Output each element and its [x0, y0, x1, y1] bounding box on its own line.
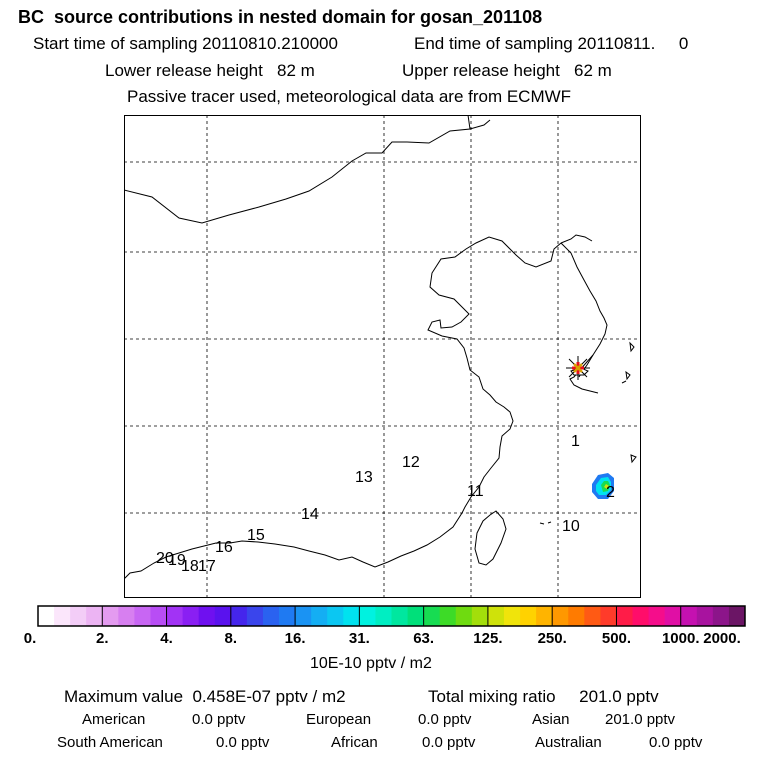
colorbar-units: 10E-10 pptv / m2: [310, 655, 432, 672]
colorbar-swatch: [118, 606, 135, 626]
colorbar-swatch: [680, 606, 698, 626]
colorbar-swatch: [311, 606, 328, 626]
colorbar-swatch: [343, 606, 360, 626]
colorbar: [37, 605, 746, 632]
colorbar-frame: [37, 605, 746, 627]
traj-label-20: 20: [156, 550, 174, 567]
colorbar-tick-label: 2000.: [703, 630, 741, 647]
start-time: Start time of sampling 20110810.210000: [33, 34, 338, 53]
colorbar-tick-label: 4.: [160, 630, 173, 647]
total-mixing-ratio: Total mixing ratio 201.0 pptv: [428, 687, 659, 706]
colorbar-swatch: [584, 606, 601, 626]
traj-label-18: 18: [181, 558, 199, 575]
colorbar-swatch: [391, 606, 408, 626]
traj-label-1: 1: [571, 433, 580, 450]
maximum-value: Maximum value 0.458E-07 pptv / m2: [64, 687, 346, 706]
colorbar-swatch: [327, 606, 344, 626]
colorbar-swatch: [712, 606, 730, 626]
region-south-american-label: South American: [57, 734, 163, 751]
colorbar-swatch: [439, 606, 457, 626]
colorbar-swatch: [696, 606, 714, 626]
colorbar-swatch: [279, 606, 296, 626]
colorbar-swatch: [471, 606, 489, 626]
colorbar-swatch: [648, 606, 666, 626]
lower-release-height: Lower release height 82 m: [105, 61, 315, 80]
colorbar-tick-label: 2.: [96, 630, 109, 647]
colorbar-tick-label: 500.: [601, 630, 632, 647]
region-african-label: African: [331, 734, 378, 751]
tracer-note: Passive tracer used, meteorological data…: [127, 87, 572, 106]
colorbar-swatch: [455, 606, 473, 626]
colorbar-tick-label: 1000.: [661, 630, 700, 647]
colorbar-tick-label: 125.: [473, 630, 503, 647]
concentration-blob: [592, 473, 614, 499]
colorbar-swatch: [246, 606, 264, 626]
colorbar-swatch: [552, 606, 569, 626]
region-european-value: 0.0 pptv: [418, 711, 472, 728]
colorbar-swatch: [262, 606, 280, 626]
map-panel: 1 2 10 11 12 13 14 15 16 17 18 19 20: [124, 115, 641, 598]
colorbar-swatch: [182, 606, 200, 626]
colorbar-swatch: [423, 606, 441, 626]
star-icon: [566, 356, 590, 380]
colorbar-swatch: [728, 606, 746, 626]
trajectory-labels: 1 2 10 11 12 13 14 15 16 17 18 19 20: [156, 433, 615, 575]
colorbar-swatch: [214, 606, 232, 626]
traj-label-17: 17: [198, 558, 216, 575]
colorbar-swatch: [134, 606, 151, 626]
colorbar-swatch: [295, 606, 312, 626]
traj-label-13: 13: [355, 469, 373, 486]
colorbar-tick-label: 63.: [413, 630, 435, 647]
traj-label-14: 14: [301, 506, 319, 523]
end-time: End time of sampling 20110811. 0: [414, 34, 689, 53]
colorbar-swatch: [407, 606, 425, 626]
colorbar-swatch: [166, 606, 184, 626]
colorbar-swatch: [536, 606, 553, 626]
region-european-label: European: [306, 711, 372, 728]
colorbar-swatch: [102, 606, 119, 626]
colorbar-tick-label: 16.: [284, 630, 306, 647]
traj-label-16: 16: [215, 539, 233, 556]
colorbar-swatch: [632, 606, 649, 626]
region-australian-value: 0.0 pptv: [649, 734, 703, 751]
region-american-value: 0.0 pptv: [192, 711, 246, 728]
colorbar-swatch: [664, 606, 682, 626]
region-african-value: 0.0 pptv: [422, 734, 476, 751]
colorbar-swatch: [70, 606, 87, 626]
map-frame: [124, 115, 641, 598]
colorbar-swatch: [150, 606, 167, 626]
colorbar-swatch: [503, 606, 521, 626]
colorbar-swatch: [520, 606, 537, 626]
colorbar-swatch: [86, 606, 103, 626]
traj-label-15: 15: [247, 527, 265, 544]
traj-label-10: 10: [562, 518, 580, 535]
colorbar-swatch: [359, 606, 376, 626]
colorbar-tick-label: 0.: [23, 630, 37, 647]
plot-title: BC source contributions in nested domain…: [18, 7, 543, 27]
colorbar-swatch: [230, 606, 248, 626]
colorbar-tick-label: 8.: [224, 630, 238, 647]
region-asian-label: Asian: [532, 711, 570, 728]
colorbar-swatch: [198, 606, 216, 626]
colorbar-tick-label: 250.: [537, 630, 567, 647]
coastlines: [124, 115, 637, 580]
colorbar-swatch: [54, 606, 71, 626]
region-american-label: American: [82, 711, 146, 728]
colorbar-swatch: [38, 606, 55, 626]
graticule: [124, 115, 641, 598]
colorbar-tick-label: 31.: [348, 630, 370, 647]
traj-label-2: 2: [606, 484, 615, 501]
traj-label-12: 12: [402, 454, 420, 471]
colorbar-swatch: [487, 606, 505, 626]
region-asian-value: 201.0 pptv: [605, 711, 676, 728]
traj-label-11: 11: [467, 483, 484, 500]
upper-release-height: Upper release height 62 m: [402, 61, 612, 80]
colorbar-swatch: [616, 606, 633, 626]
colorbar-swatch: [600, 606, 617, 626]
colorbar-swatch: [375, 606, 392, 626]
colorbar-swatch: [568, 606, 585, 626]
region-south-american-value: 0.0 pptv: [216, 734, 270, 751]
traj-label-19: 19: [168, 552, 186, 569]
region-australian-label: Australian: [535, 734, 602, 751]
